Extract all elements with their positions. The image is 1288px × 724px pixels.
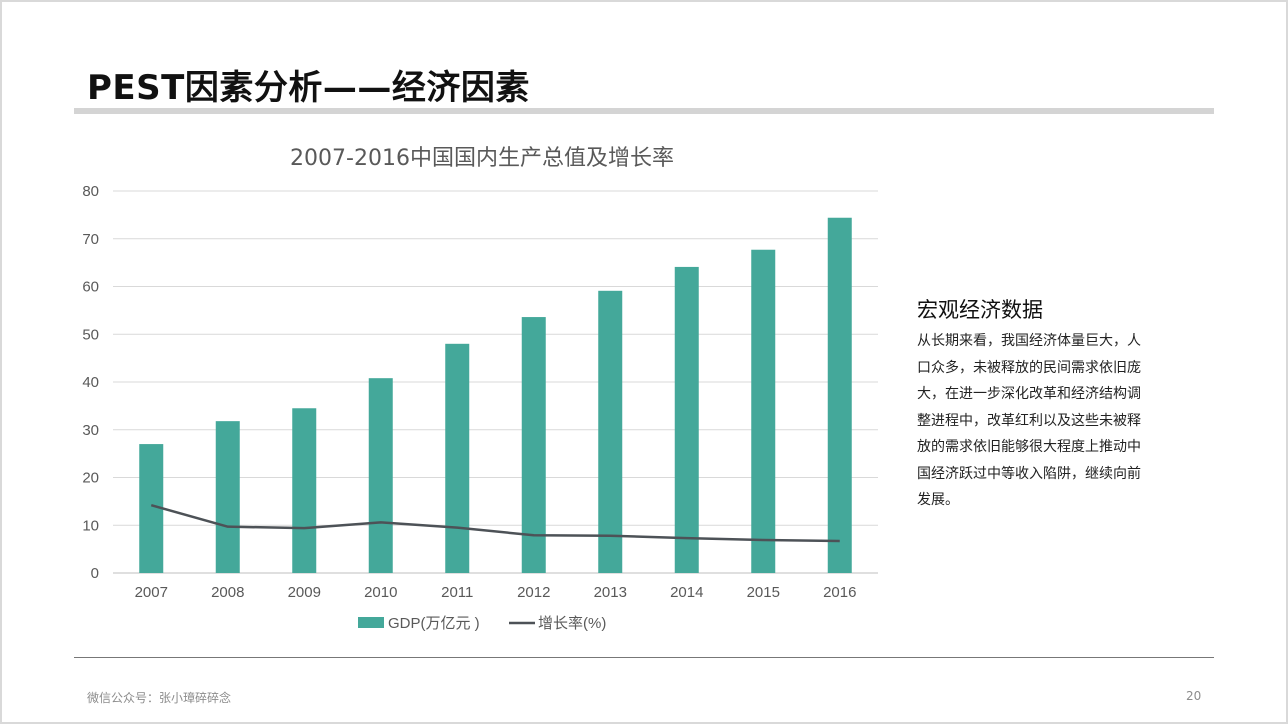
x-tick-label: 2013 — [594, 584, 627, 601]
growth-line — [150, 503, 840, 543]
gdp-bar — [215, 421, 240, 573]
gdp-bar — [521, 317, 546, 573]
y-tick-label: 40 — [82, 374, 99, 391]
chart-legend: GDP(万亿元 ) 增长率(%) — [358, 615, 606, 632]
gdp-bar — [827, 217, 852, 574]
y-tick-label: 0 — [91, 565, 99, 582]
x-tick-label: 2008 — [211, 584, 244, 601]
y-tick-label: 80 — [82, 183, 99, 200]
chart-gridlines — [113, 190, 878, 574]
gdp-bar — [598, 290, 623, 573]
y-tick-label: 60 — [82, 279, 99, 296]
x-tick-label: 2012 — [517, 584, 550, 601]
gdp-bar — [445, 343, 470, 573]
y-tick-label: 70 — [82, 231, 99, 248]
chart-title: 2007-2016中国国内生产总值及增长率 — [290, 146, 674, 171]
legend-gdp-swatch — [358, 617, 384, 628]
x-axis-ticks: 2007 2008 2009 2010 2011 2012 2013 2014 2015 2016 — [135, 584, 857, 601]
y-tick-label: 30 — [82, 422, 99, 439]
slide-title: PEST因素分析——经济因素 — [87, 68, 530, 108]
x-tick-label: 2011 — [441, 584, 473, 601]
x-tick-label: 2007 — [135, 584, 168, 601]
macro-data-body: 从长期来看，我国经济体量巨大，人口众多，未被释放的民间需求依旧庞大，在进一步深化… — [917, 333, 1141, 508]
y-axis-ticks: 0 10 20 30 40 50 60 70 80 — [82, 183, 99, 582]
gdp-bar — [751, 249, 776, 574]
legend-gdp-label: GDP(万亿元 ) — [388, 615, 480, 632]
x-tick-label: 2015 — [747, 584, 780, 601]
footer-divider — [74, 657, 1214, 658]
legend-growth-label: 增长率(%) — [538, 615, 606, 632]
title-underline — [74, 108, 1214, 114]
y-tick-label: 10 — [82, 517, 99, 534]
page-number: 20 — [1186, 689, 1202, 703]
y-tick-label: 50 — [82, 326, 99, 343]
y-tick-label: 20 — [82, 470, 99, 487]
macro-data-heading: 宏观经济数据 — [917, 298, 1043, 322]
growth-rate-line — [150, 503, 840, 543]
gdp-bars — [139, 217, 852, 574]
x-tick-label: 2009 — [288, 584, 321, 601]
gdp-bar — [368, 378, 393, 573]
gdp-bar — [674, 266, 699, 573]
gdp-bar — [292, 408, 317, 573]
x-tick-label: 2016 — [823, 584, 856, 601]
footer-source: 微信公众号：张小璋碎碎念 — [87, 691, 232, 705]
x-tick-label: 2010 — [364, 584, 397, 601]
x-tick-label: 2014 — [670, 584, 703, 601]
